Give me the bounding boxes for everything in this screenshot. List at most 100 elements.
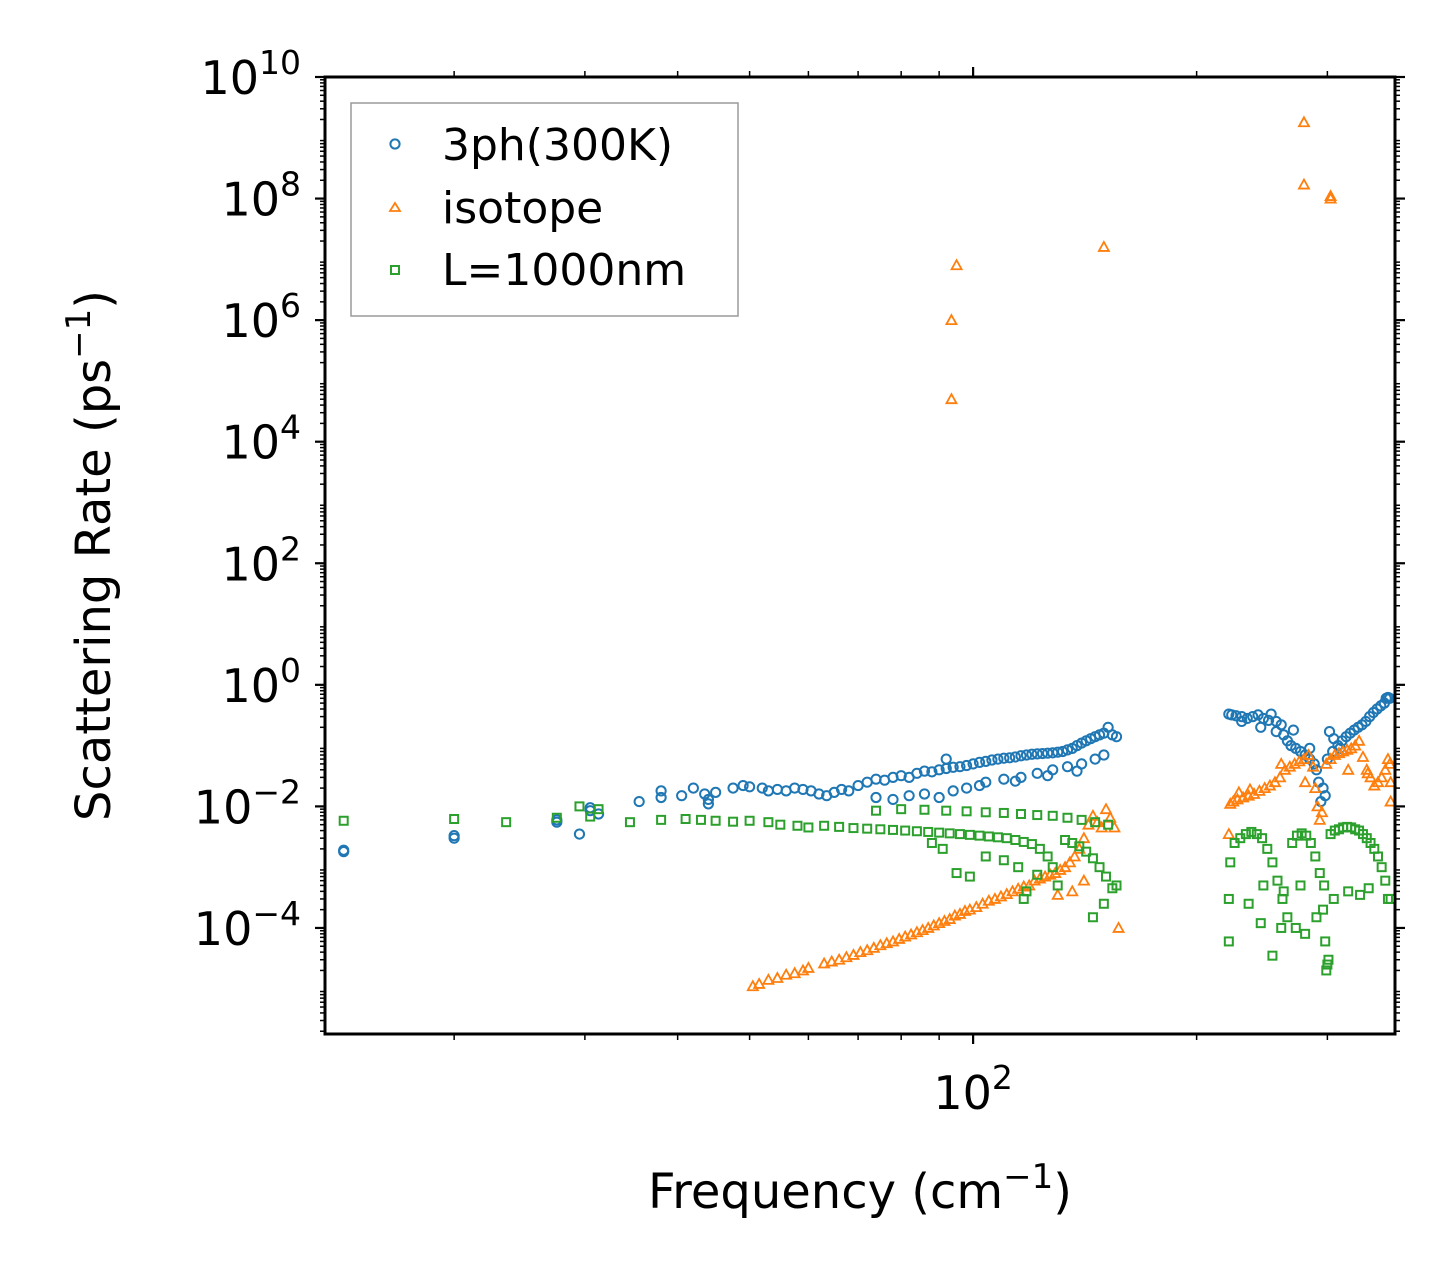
data-point: [961, 759, 973, 772]
y-tick-label: 1010: [200, 43, 301, 105]
data-point: [737, 779, 749, 792]
data-point: [973, 756, 986, 768]
data-point: [1318, 904, 1329, 915]
data-point: [1344, 741, 1358, 754]
data-point: [980, 807, 991, 818]
data-point: [1052, 880, 1063, 891]
data-point: [788, 966, 802, 979]
data-point: [702, 793, 714, 806]
data-point: [1099, 802, 1113, 815]
data-point: [961, 782, 973, 794]
data-point: [676, 790, 688, 802]
data-point: [1074, 841, 1085, 852]
data-point: [1061, 761, 1074, 773]
data-point: [937, 843, 948, 854]
data-point: [947, 761, 959, 773]
data-point: [574, 801, 585, 812]
data-point: [1302, 748, 1316, 760]
data-point: [1226, 794, 1240, 807]
data-point: [911, 767, 923, 779]
data-point: [1336, 744, 1350, 757]
data-point: [1288, 757, 1302, 769]
data-point: [803, 822, 814, 833]
data-point: [1101, 871, 1112, 882]
data-point: [986, 754, 998, 766]
data-point: [1308, 781, 1322, 793]
data-point: [1065, 884, 1079, 897]
data-point: [1270, 725, 1282, 738]
data-point: [1252, 784, 1266, 796]
data-point: [974, 830, 985, 841]
data-point: [950, 258, 964, 271]
data-point: [1081, 846, 1092, 857]
data-point: [1098, 749, 1110, 761]
series-3: [338, 801, 1396, 976]
data-point: [933, 791, 945, 804]
data-point: [1071, 765, 1083, 777]
data-point: [953, 907, 967, 919]
y-tick-label: 10−2: [194, 772, 301, 834]
data-point: [1015, 808, 1026, 819]
legend-label-isotope: isotope: [442, 183, 603, 234]
data-point: [1230, 710, 1242, 722]
data-point: [770, 971, 784, 983]
y-tick-label: 106: [221, 286, 301, 348]
data-point: [1306, 759, 1320, 772]
data-point: [1297, 115, 1311, 128]
data-point: [792, 820, 803, 831]
data-point: [1032, 810, 1043, 821]
data-point: [1297, 177, 1311, 190]
data-point: [1380, 875, 1391, 886]
data-point: [1004, 752, 1016, 764]
data-point: [923, 826, 934, 837]
legend-label-3ph: 3ph(300K): [442, 120, 673, 171]
data-point: [1343, 886, 1354, 897]
data-point: [1375, 770, 1389, 783]
data-point: [1341, 762, 1355, 775]
data-point: [1376, 862, 1387, 873]
data-point: [848, 823, 859, 834]
data-point: [727, 782, 739, 794]
data-point: [1077, 873, 1091, 886]
data-point: [1236, 711, 1248, 723]
data-point: [944, 313, 958, 326]
data-point: [834, 821, 845, 832]
data-point: [1048, 866, 1062, 878]
data-point: [1087, 853, 1098, 864]
data-point: [1310, 851, 1321, 862]
data-point: [825, 954, 839, 967]
data-point: [1031, 767, 1043, 779]
data-point: [744, 815, 755, 826]
data-point: [655, 791, 667, 804]
y-tick-label: 100: [221, 651, 301, 713]
data-point: [1047, 810, 1058, 821]
data-point: [998, 752, 1010, 764]
data-point: [1225, 857, 1236, 868]
data-point: [1328, 748, 1342, 760]
data-point: [1282, 912, 1293, 923]
data-point: [1042, 770, 1054, 782]
data-point: [951, 868, 962, 879]
data-point: [918, 788, 931, 800]
data-point: [813, 788, 825, 800]
data-point: [761, 972, 775, 985]
data-point: [680, 814, 691, 825]
y-tick-label: 102: [221, 529, 301, 591]
data-point: [1278, 886, 1289, 897]
data-point: [1247, 711, 1259, 723]
data-point: [1287, 724, 1299, 736]
data-point: [1032, 869, 1043, 880]
data-point: [1243, 782, 1257, 795]
data-point: [1262, 714, 1275, 726]
data-point: [1232, 785, 1246, 798]
data-point: [1013, 862, 1024, 873]
data-point: [655, 785, 667, 797]
data-point: [819, 820, 830, 831]
data-point: [1103, 810, 1117, 823]
data-point: [1243, 898, 1254, 909]
legend-marker-triangle: [388, 201, 402, 212]
data-point: [903, 790, 915, 802]
data-point: [1267, 950, 1278, 961]
data-point: [1051, 888, 1065, 900]
data-point: [940, 753, 952, 765]
